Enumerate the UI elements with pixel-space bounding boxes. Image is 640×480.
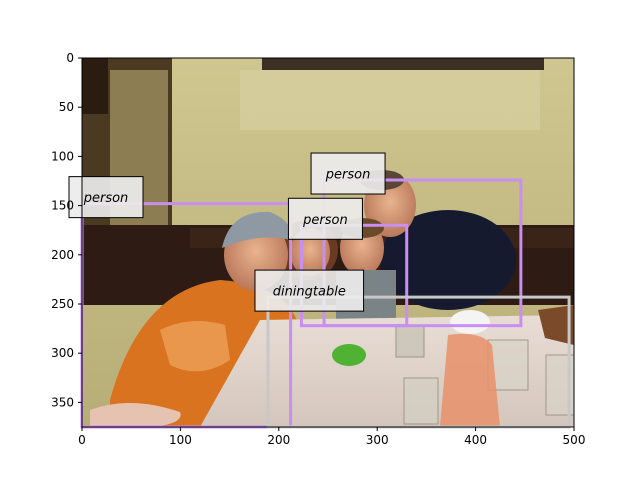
restaurant-family-photo — [82, 58, 574, 427]
y-tick-label: 50 — [59, 100, 74, 114]
y-tick-label: 0 — [66, 51, 74, 65]
y-tick-label: 150 — [51, 199, 74, 213]
y-tick-label: 350 — [51, 395, 74, 409]
detection-overlays: person person person diningtable — [68, 152, 571, 429]
x-tick-label: 400 — [464, 433, 487, 447]
label-background — [287, 197, 363, 240]
label-background — [310, 152, 386, 195]
detection-person: person — [287, 197, 409, 328]
x-tick-label: 500 — [563, 433, 586, 447]
bounding-box — [322, 178, 523, 328]
detection-label: person — [325, 168, 371, 183]
label-background — [254, 269, 365, 312]
x-axis: 0 100 200 300 400 500 — [78, 427, 585, 447]
detection-label: person — [302, 213, 348, 228]
x-tick-label: 0 — [78, 433, 86, 447]
detection-person: person — [310, 152, 523, 328]
label-background — [68, 176, 144, 219]
x-tick-label: 200 — [267, 433, 290, 447]
y-tick-label: 100 — [51, 149, 74, 163]
detection-diningtable: diningtable — [254, 269, 571, 429]
y-tick-label: 250 — [51, 297, 74, 311]
x-tick-label: 300 — [366, 433, 389, 447]
axes-frame — [81, 57, 575, 428]
y-tick-label: 200 — [51, 248, 74, 262]
x-tick-label: 100 — [169, 433, 192, 447]
detection-label: person — [83, 191, 129, 206]
y-tick-label: 300 — [51, 346, 74, 360]
y-axis: 0 50 100 150 200 250 300 350 — [51, 51, 82, 409]
detection-label: diningtable — [273, 285, 346, 300]
